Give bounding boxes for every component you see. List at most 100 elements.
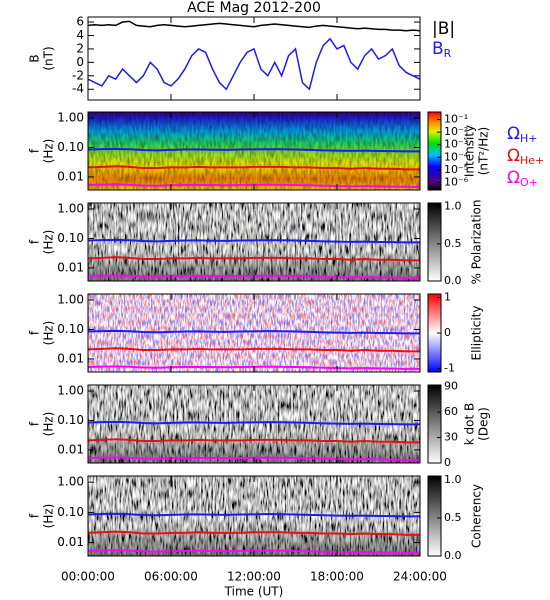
y-tick-label: 0.10: [57, 505, 84, 519]
y-tick-label: 1.00: [57, 293, 84, 307]
colorbar-tick-label: 10⁻¹: [444, 113, 468, 126]
y-tick-label: 0.10: [57, 231, 84, 245]
y-tick-label: -2: [72, 68, 84, 82]
gyrofrequency-line: [88, 438, 420, 444]
colorbar-label: Coherency: [470, 484, 484, 548]
y-axis-label: f: [28, 330, 42, 335]
legend-subscript: He+: [520, 154, 544, 167]
colorbar-tick-label: -1: [444, 361, 455, 374]
y-tick-label: 0.10: [57, 413, 84, 427]
colorbar-tick-label: 0.5: [444, 511, 462, 524]
colorbar: [427, 202, 442, 282]
gyrofrequency-line: [88, 238, 420, 244]
y-tick-label: 6: [76, 15, 84, 29]
colorbar: [427, 111, 442, 191]
y-tick-label: 0: [76, 55, 84, 69]
panel: [88, 203, 420, 281]
y-tick-label: 2: [76, 41, 84, 55]
x-tick-label: 00:00:00: [61, 570, 115, 584]
panel: [88, 476, 420, 556]
y-axis-label: (Hz): [42, 504, 56, 529]
x-tick-label: 06:00:00: [144, 570, 198, 584]
legend-symbol: Ω: [507, 124, 520, 144]
colorbar-tick-label: 30: [444, 431, 458, 444]
y-tick-label: 1.00: [57, 475, 84, 489]
legend-label: ΩH+: [507, 124, 538, 145]
colorbar: [427, 384, 442, 464]
y-axis-label: f: [28, 513, 42, 518]
legend-subscript: H+: [520, 132, 538, 145]
y-tick-label: 1.00: [57, 384, 84, 398]
colorbar-label: Intensity: [463, 125, 477, 177]
colorbar-tick-label: 1.0: [444, 473, 462, 486]
colorbar-tick-label: 0.5: [444, 237, 462, 250]
colorbar-tick-label: 60: [444, 405, 458, 418]
chart-title: ACE Mag 2012-200: [187, 0, 321, 16]
gyrofrequency-line: [88, 165, 420, 171]
legend-label: |B|: [432, 19, 455, 39]
y-tick-label: 0.01: [57, 351, 84, 365]
legend-subscript: R: [444, 47, 452, 60]
legend-symbol: Ω: [507, 146, 520, 166]
y-tick-label: 4: [76, 28, 84, 42]
gyrofrequency-line: [88, 512, 420, 518]
colorbar-tick-label: 1: [444, 291, 451, 304]
y-axis-label: (Hz): [42, 139, 56, 164]
colorbar: [427, 475, 442, 557]
y-tick-label: 0.01: [57, 169, 84, 183]
colorbar-label: (nT²/Hz): [477, 127, 491, 175]
y-axis-label: f: [28, 239, 42, 244]
colorbar-tick-label: 10⁻³: [444, 138, 468, 151]
legend-label: ΩO+: [507, 168, 538, 189]
y-axis-label: f: [28, 421, 42, 426]
gyrofrequency-line: [88, 256, 420, 262]
colorbar-tick-label: 10⁻²: [444, 125, 468, 138]
x-tick-label: 12:00:00: [227, 570, 281, 584]
gyrofrequency-line: [88, 420, 420, 426]
panel: [88, 294, 420, 372]
colorbar-label: % Polarization: [470, 200, 484, 285]
panel: [88, 20, 420, 91]
y-tick-label: 0.10: [57, 322, 84, 336]
plot-frame: [87, 16, 421, 101]
y-axis-label: (nT): [42, 46, 56, 70]
gyrofrequency-line: [88, 347, 420, 353]
gyrofrequency-line: [88, 329, 420, 335]
gyrofrequency-line: [88, 530, 420, 536]
data-line: [88, 20, 420, 32]
gyrofrequency-line: [88, 147, 420, 153]
data-line: [88, 37, 420, 91]
y-tick-label: 0.01: [57, 535, 84, 549]
y-axis-label: (Hz): [42, 230, 56, 255]
y-tick-label: -4: [72, 82, 84, 96]
legend-label: BR: [432, 39, 452, 60]
colorbar-tick-label: 1.0: [444, 200, 462, 213]
colorbar-tick-label: 10⁻⁶: [444, 175, 469, 188]
y-axis-label: B: [28, 54, 42, 62]
colorbar-label: k dot B: [463, 403, 477, 445]
x-tick-label: 18:00:00: [310, 570, 364, 584]
panel: [88, 385, 420, 463]
colorbar-tick-label: 0: [444, 456, 451, 469]
colorbar-tick-label: 0: [444, 326, 451, 339]
legend-name: B: [432, 39, 444, 59]
y-axis-label: (Hz): [42, 321, 56, 346]
colorbar-label: (Deg): [477, 407, 491, 441]
y-tick-label: 0.01: [57, 442, 84, 456]
legend-name: |B|: [432, 19, 455, 39]
legend-label: ΩHe+: [507, 146, 544, 167]
panel: [88, 112, 420, 190]
y-tick-label: 0.10: [57, 140, 84, 154]
x-tick-label: 24:00:00: [393, 570, 447, 584]
legend-subscript: O+: [520, 176, 538, 189]
colorbar-tick-label: 10⁻⁴: [444, 150, 469, 163]
colorbar-tick-label: 10⁻⁵: [444, 163, 468, 176]
y-axis-label: f: [28, 148, 42, 153]
y-axis-label: (Hz): [42, 412, 56, 437]
y-tick-label: 0.01: [57, 260, 84, 274]
legend-symbol: Ω: [507, 168, 520, 188]
y-tick-label: 1.00: [57, 202, 84, 216]
x-axis-label: Time (UT): [224, 585, 284, 599]
colorbar-tick-label: 90: [444, 380, 458, 393]
